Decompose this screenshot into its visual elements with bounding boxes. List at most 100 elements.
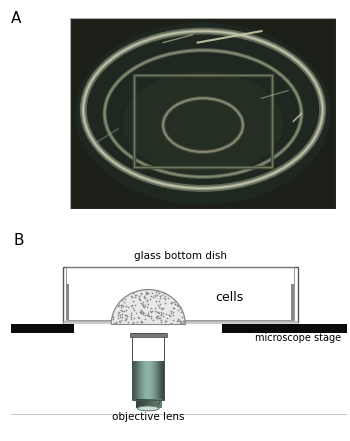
Point xyxy=(155,314,160,321)
Point xyxy=(153,291,158,298)
Point xyxy=(119,302,125,309)
Point xyxy=(173,300,178,307)
Point xyxy=(131,289,136,296)
Point xyxy=(182,319,188,326)
Ellipse shape xyxy=(111,290,185,358)
Point xyxy=(138,291,144,298)
Point xyxy=(145,311,150,318)
Point xyxy=(136,315,142,322)
Point xyxy=(158,304,163,311)
Point xyxy=(132,302,138,309)
Point xyxy=(117,309,122,316)
Point xyxy=(176,306,181,314)
Point xyxy=(156,289,162,296)
Point xyxy=(170,309,175,316)
Point xyxy=(135,314,140,321)
Text: A: A xyxy=(10,11,21,26)
Point xyxy=(136,296,141,303)
Point xyxy=(162,295,168,303)
Point xyxy=(139,307,144,314)
Point xyxy=(159,292,164,299)
Point xyxy=(161,305,166,312)
Point xyxy=(158,314,163,321)
Point xyxy=(138,318,144,325)
Point xyxy=(169,298,175,305)
Point xyxy=(178,318,183,325)
Point xyxy=(111,320,117,327)
Point xyxy=(159,306,164,313)
Point xyxy=(148,314,154,321)
Point xyxy=(144,290,149,297)
Point xyxy=(167,312,173,319)
Point xyxy=(174,302,180,309)
Point xyxy=(139,318,145,325)
Point xyxy=(145,297,150,304)
Point xyxy=(160,309,166,316)
Point xyxy=(124,316,129,323)
Point xyxy=(116,312,121,319)
Point xyxy=(136,295,142,302)
Point xyxy=(139,318,144,325)
Point xyxy=(155,288,161,295)
Point xyxy=(158,310,163,318)
Ellipse shape xyxy=(123,71,283,175)
Point xyxy=(156,309,162,316)
Ellipse shape xyxy=(137,406,159,411)
Point xyxy=(140,302,145,309)
Point xyxy=(124,314,129,321)
Point xyxy=(168,299,174,306)
Point xyxy=(164,315,169,322)
Point xyxy=(142,315,147,322)
Point xyxy=(140,308,146,315)
Point xyxy=(145,311,150,318)
Point xyxy=(170,312,176,319)
Bar xyxy=(63,267,298,324)
Text: B: B xyxy=(14,233,24,248)
Point xyxy=(154,309,160,316)
Point xyxy=(155,301,161,308)
Point xyxy=(124,303,129,310)
Point xyxy=(118,302,124,309)
Point xyxy=(150,294,156,301)
Point xyxy=(140,309,146,316)
Point xyxy=(148,308,154,315)
Point xyxy=(168,300,174,307)
Point xyxy=(163,293,168,300)
Point xyxy=(145,310,150,317)
Point xyxy=(131,315,136,322)
Point xyxy=(162,299,168,306)
Point xyxy=(133,310,139,317)
Ellipse shape xyxy=(75,22,331,205)
Point xyxy=(121,299,127,306)
Point xyxy=(155,308,160,315)
Point xyxy=(122,312,128,319)
Point xyxy=(120,314,125,321)
Point xyxy=(130,318,135,325)
Point xyxy=(134,318,140,325)
Point xyxy=(170,317,176,324)
Point xyxy=(163,320,168,327)
Point xyxy=(138,289,144,296)
Point xyxy=(172,301,177,308)
Point xyxy=(128,311,134,318)
Point xyxy=(165,294,171,301)
Point xyxy=(116,318,121,325)
Point xyxy=(159,317,164,324)
Point xyxy=(140,310,146,318)
Point xyxy=(149,292,154,299)
Point xyxy=(141,310,146,317)
Text: glass bottom dish: glass bottom dish xyxy=(134,251,227,262)
Bar xyxy=(134,75,272,167)
Point xyxy=(163,311,169,318)
Point xyxy=(138,310,144,317)
Point xyxy=(178,318,183,325)
Point xyxy=(144,289,149,296)
Point xyxy=(142,293,147,300)
Bar xyxy=(10,324,135,333)
Point xyxy=(175,302,181,309)
Point xyxy=(174,317,180,324)
Bar xyxy=(66,284,69,320)
Bar xyxy=(66,267,294,320)
Point xyxy=(140,298,145,305)
Text: cells: cells xyxy=(215,291,243,304)
